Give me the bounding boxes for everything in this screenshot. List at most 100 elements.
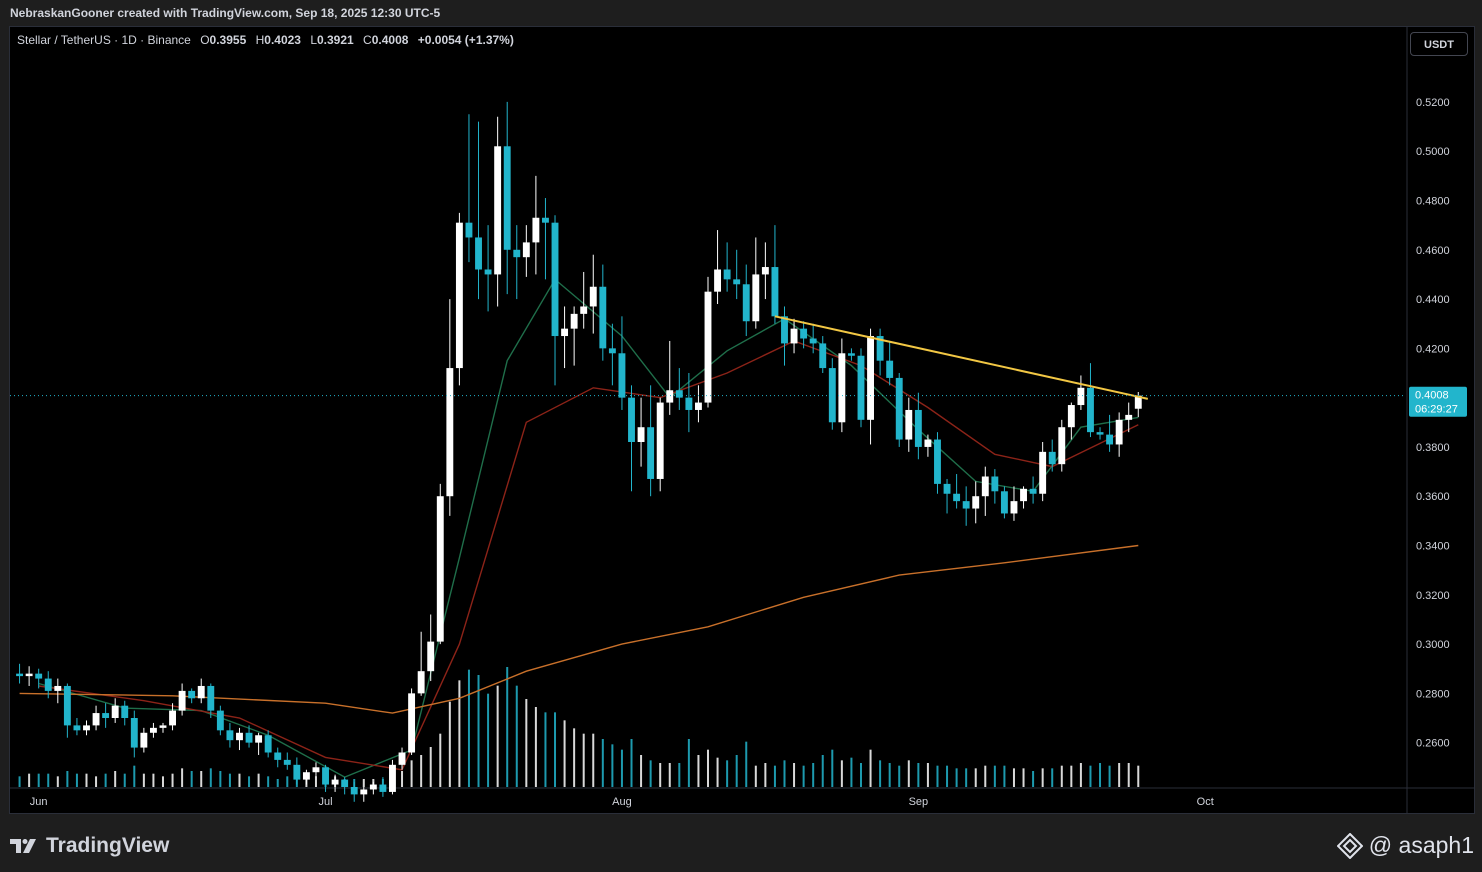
candle-body	[513, 249, 521, 258]
volume-bar	[965, 768, 968, 787]
symbol-description[interactable]: Stellar / TetherUS · 1D · Binance	[17, 33, 191, 47]
candle-body	[656, 402, 664, 479]
currency-button[interactable]: USDT	[1410, 32, 1468, 56]
candle-body	[1106, 434, 1114, 445]
volume-bar	[592, 733, 595, 787]
candle-body	[714, 269, 722, 292]
candle-body	[962, 501, 970, 509]
volume-bar	[869, 749, 872, 787]
resistance-trendline[interactable]	[774, 315, 1149, 400]
volume-bar	[1012, 768, 1015, 787]
volume-bar	[840, 760, 843, 787]
volume-bar	[888, 763, 891, 787]
candle-body	[226, 730, 234, 741]
volume-bar	[946, 765, 949, 787]
price-tag-value: 0.4008	[1415, 390, 1449, 402]
moving-average-slow	[19, 544, 1139, 714]
candle-body	[216, 710, 224, 731]
candle-body	[207, 685, 215, 711]
volume-bar	[362, 779, 365, 787]
volume-bar	[620, 749, 623, 787]
price-axis-label: 0.3200	[1416, 590, 1450, 602]
volume-bar	[209, 768, 212, 787]
candle-body	[981, 476, 989, 497]
volume-bar	[582, 733, 585, 787]
candle-body	[551, 222, 559, 337]
volume-bar	[649, 760, 652, 787]
candle-body	[149, 727, 157, 733]
candle-body	[704, 291, 712, 403]
footer-bar	[0, 814, 1482, 872]
candle-body	[389, 764, 396, 792]
price-axis[interactable]: 0.5200 0.5000 0.4800 0.4600 0.4400 0.4200 0.40…	[1416, 97, 1450, 750]
candle-body	[532, 217, 540, 243]
trendline-segment	[774, 315, 1149, 400]
candle-body	[264, 735, 272, 753]
volume-bar	[133, 765, 136, 787]
candle-body	[522, 242, 530, 258]
volume-bar	[95, 776, 98, 787]
candle-body	[35, 673, 43, 679]
candle-body	[475, 237, 482, 270]
volume-bar	[66, 771, 69, 787]
candle-body	[417, 671, 425, 694]
volume-bar	[1041, 768, 1044, 787]
volume-bar	[420, 755, 423, 787]
candle-body	[1048, 451, 1056, 465]
time-axis[interactable]: Jun Jul Aug Sep Oct	[30, 796, 1214, 808]
volume-bar	[926, 763, 929, 787]
candle-body	[140, 732, 148, 748]
candle-body	[398, 752, 406, 765]
candle-body	[790, 328, 798, 344]
candle-body	[742, 284, 750, 322]
volume-bar	[764, 763, 767, 787]
volume-bar	[1079, 763, 1082, 787]
candle-body	[914, 409, 922, 447]
candle-body	[1125, 414, 1133, 420]
volume-bar	[181, 768, 184, 787]
candle-body	[293, 764, 301, 780]
high-value: 0.4023	[264, 33, 301, 47]
time-axis-label: Jul	[319, 796, 333, 808]
volume-bar	[525, 699, 528, 787]
candle-body	[188, 690, 196, 699]
moving-averages	[19, 278, 1139, 778]
candle-body	[589, 286, 597, 307]
candle-body	[675, 390, 683, 398]
volume-bar	[611, 744, 614, 787]
candle-body	[83, 725, 90, 731]
candle-body	[580, 306, 588, 314]
candle-body	[876, 336, 884, 361]
candle-body	[1000, 491, 1008, 514]
author-handle[interactable]: @ asaph1	[1336, 832, 1474, 859]
volume-bar	[812, 763, 815, 787]
candle-body	[1058, 427, 1066, 465]
price-axis-label: 0.5200	[1416, 97, 1450, 109]
tradingview-logo[interactable]: TradingView	[10, 834, 169, 858]
volume-bar	[506, 667, 509, 787]
volume-bar	[1108, 765, 1111, 787]
volume-bar	[314, 776, 317, 787]
volume-bar	[515, 685, 518, 787]
candle-body	[1077, 387, 1085, 406]
volume-bar	[821, 755, 824, 787]
candle-body	[838, 353, 846, 423]
volume-bar	[707, 749, 709, 787]
candle-body	[1067, 405, 1075, 428]
candle-body	[63, 685, 71, 726]
volume-bar	[936, 765, 939, 787]
chart-panel[interactable]	[9, 26, 1475, 814]
volume-bar	[467, 669, 470, 787]
volume-bar	[487, 693, 490, 787]
price-tag-background	[1409, 386, 1467, 417]
time-axis-label: Jun	[30, 796, 48, 808]
volume-bar	[439, 733, 442, 787]
volume-bar	[448, 701, 451, 787]
volume-bar	[228, 773, 231, 787]
volume-bar	[955, 768, 958, 787]
price-axis-label: 0.3800	[1416, 442, 1450, 454]
candle-body	[1115, 419, 1123, 445]
volume-bar	[773, 765, 776, 787]
candle-body	[455, 222, 463, 369]
